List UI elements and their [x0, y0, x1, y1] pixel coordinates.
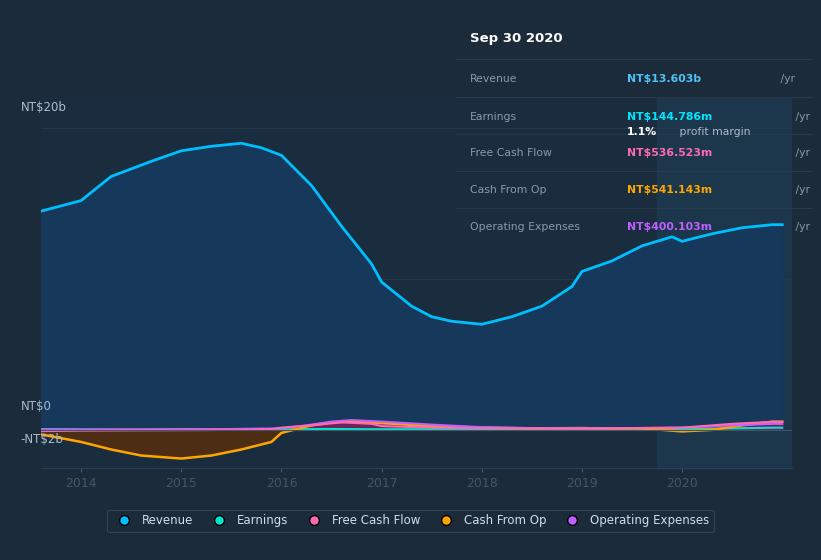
Text: 1.1%: 1.1%: [627, 127, 658, 137]
Text: /yr: /yr: [777, 74, 795, 84]
Text: /yr: /yr: [792, 222, 810, 232]
Text: NT$536.523m: NT$536.523m: [627, 148, 713, 158]
Text: /yr: /yr: [792, 112, 810, 122]
Text: Operating Expenses: Operating Expenses: [470, 222, 580, 232]
Text: Sep 30 2020: Sep 30 2020: [470, 31, 562, 45]
Text: /yr: /yr: [792, 148, 810, 158]
Text: Cash From Op: Cash From Op: [470, 185, 547, 195]
Text: Revenue: Revenue: [470, 74, 517, 84]
Text: NT$144.786m: NT$144.786m: [627, 112, 713, 122]
Text: NT$400.103m: NT$400.103m: [627, 222, 712, 232]
Text: NT$20b: NT$20b: [21, 101, 67, 114]
Text: NT$0: NT$0: [21, 399, 52, 413]
Text: NT$13.603b: NT$13.603b: [627, 74, 701, 84]
Text: Free Cash Flow: Free Cash Flow: [470, 148, 552, 158]
Text: Earnings: Earnings: [470, 112, 517, 122]
Text: /yr: /yr: [792, 185, 810, 195]
Text: profit margin: profit margin: [676, 127, 750, 137]
Text: -NT$2b: -NT$2b: [21, 433, 63, 446]
Legend: Revenue, Earnings, Free Cash Flow, Cash From Op, Operating Expenses: Revenue, Earnings, Free Cash Flow, Cash …: [108, 510, 713, 532]
Bar: [657, 98, 802, 468]
Text: NT$541.143m: NT$541.143m: [627, 185, 712, 195]
